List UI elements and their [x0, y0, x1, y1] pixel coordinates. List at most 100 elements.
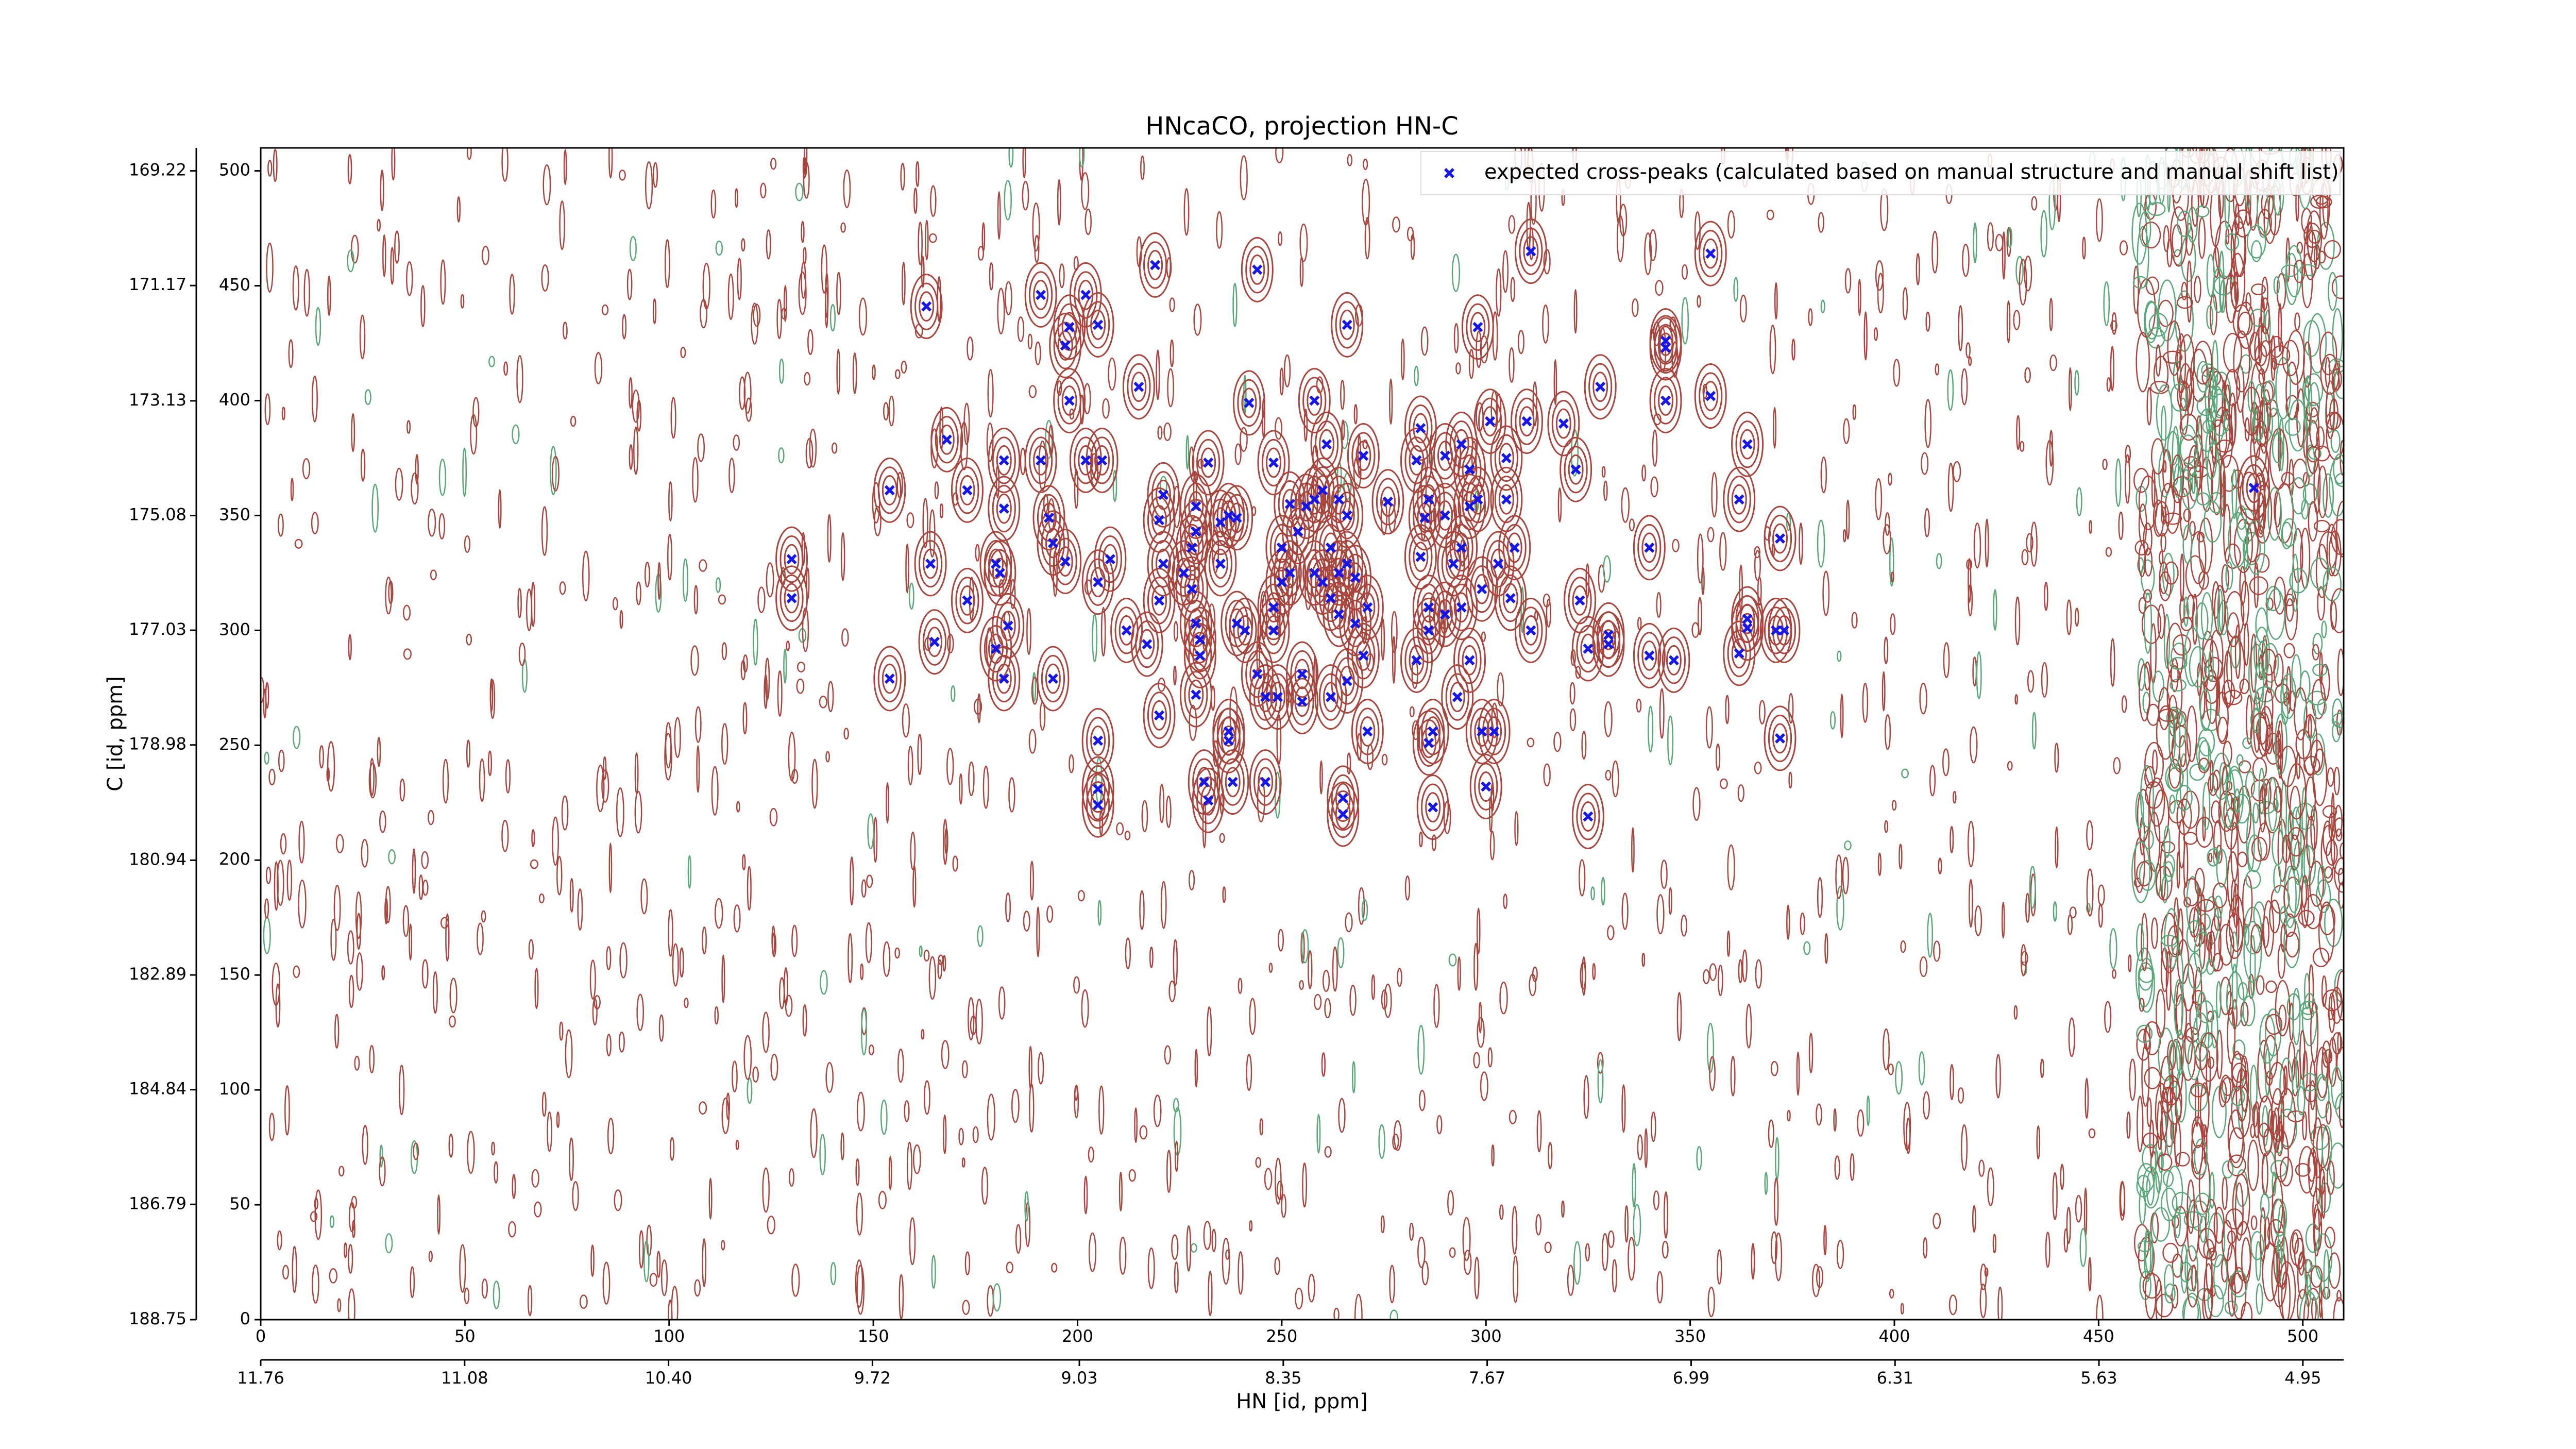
noise-contour	[778, 358, 785, 384]
peak-contour	[1514, 597, 1547, 663]
noise-contour	[2287, 1041, 2296, 1083]
cross-peak	[1350, 618, 1361, 629]
noise-contour	[2233, 330, 2250, 393]
noise-contour	[943, 819, 948, 865]
noise-contour	[1603, 480, 1608, 501]
noise-contour	[1481, 631, 1486, 642]
noise-contour	[2303, 341, 2312, 388]
noise-contour	[2225, 233, 2240, 251]
noise-contour	[975, 544, 980, 562]
noise-contour	[2222, 1076, 2234, 1097]
noise-contour	[1358, 887, 1365, 925]
noise-contour	[2137, 658, 2146, 692]
noise-contour	[1059, 263, 1065, 289]
peak-contour	[1482, 406, 1498, 436]
peak-contour	[1437, 599, 1453, 630]
cross-peak	[1093, 784, 1104, 795]
peak-contour	[2242, 464, 2266, 512]
peak-contour	[882, 663, 897, 694]
noise-contour	[2322, 805, 2337, 818]
noise-contour	[1553, 732, 1562, 752]
peak-contour	[1323, 682, 1338, 713]
cross-peak	[1439, 510, 1450, 521]
noise-contour	[487, 750, 493, 777]
noise-contour	[2026, 533, 2033, 553]
noise-contour	[2252, 802, 2259, 824]
noise-contour	[1378, 1124, 1385, 1159]
noise-contour	[428, 509, 436, 537]
noise-contour	[1672, 538, 1680, 552]
peak-contour	[1461, 466, 1494, 532]
peak-contour	[1290, 516, 1306, 547]
peak-contour	[1086, 781, 1110, 829]
peak-contour	[1032, 485, 1065, 551]
noise-contour	[2225, 274, 2237, 323]
peak-contour	[1204, 490, 1237, 555]
noise-contour	[762, 1012, 770, 1053]
cross-peak	[1415, 423, 1426, 433]
noise-contour	[1139, 1125, 1148, 1140]
peak-contour	[1151, 700, 1167, 731]
peak-contour	[1355, 707, 1380, 755]
noise-contour	[1381, 753, 1388, 766]
noise-contour	[2089, 519, 2092, 534]
noise-contour	[1005, 892, 1011, 922]
noise-contour	[1283, 354, 1291, 387]
noise-contour	[294, 538, 303, 549]
noise-contour	[2286, 763, 2307, 820]
noise-contour	[518, 642, 526, 666]
noise-contour	[1720, 778, 1728, 789]
noise-contour	[1503, 894, 1508, 909]
noise-contour	[464, 535, 471, 553]
noise-contour	[1169, 297, 1175, 312]
noise-contour	[883, 941, 891, 977]
peak-contour	[1653, 324, 1678, 372]
noise-contour	[310, 1211, 318, 1222]
noise-contour	[1028, 729, 1037, 754]
peak-contour	[1568, 577, 1592, 625]
peak-contour	[1258, 682, 1274, 713]
noise-contour	[2139, 211, 2151, 247]
noise-contour	[2318, 901, 2335, 963]
noise-contour	[1978, 1159, 1985, 1177]
cross-peak	[1231, 618, 1242, 629]
noise-contour	[783, 648, 787, 684]
noise-contour	[1128, 1169, 1136, 1182]
noise-contour	[388, 849, 396, 865]
noise-contour	[464, 1287, 470, 1305]
noise-contour	[2234, 625, 2241, 679]
noise-contour	[1953, 461, 1961, 482]
noise-contour	[728, 458, 735, 493]
noise-contour	[937, 959, 942, 980]
noise-contour	[409, 923, 413, 961]
noise-contour	[910, 831, 916, 870]
noise-contour	[1842, 529, 1846, 543]
peak-contour	[1404, 395, 1437, 461]
cross-peak	[1464, 655, 1475, 666]
noise-contour	[906, 512, 914, 528]
peak-contour	[919, 291, 935, 322]
peak-contour	[1466, 476, 1490, 524]
noise-contour	[2212, 581, 2220, 619]
noise-contour	[1649, 229, 1657, 261]
noise-contour	[538, 893, 545, 904]
noise-contour	[2238, 982, 2248, 1000]
noise-contour	[1702, 383, 1708, 399]
noise-contour	[281, 407, 285, 420]
noise-contour	[355, 891, 362, 939]
noise-contour	[770, 1053, 778, 1081]
noise-contour	[1357, 733, 1362, 761]
noise-contour	[550, 446, 557, 496]
noise-contour	[2333, 453, 2344, 484]
noise-contour	[2164, 561, 2179, 585]
noise-contour	[1508, 215, 1516, 234]
noise-contour	[2241, 580, 2249, 627]
peak-contour	[1478, 699, 1511, 765]
noise-contour	[1017, 316, 1025, 342]
noise-contour	[1520, 586, 1524, 634]
noise-contour	[1650, 476, 1658, 498]
peak-contour	[1216, 717, 1241, 765]
noise-contour	[264, 751, 269, 765]
cross-peak	[1505, 593, 1516, 603]
peak-contour	[1592, 372, 1608, 402]
